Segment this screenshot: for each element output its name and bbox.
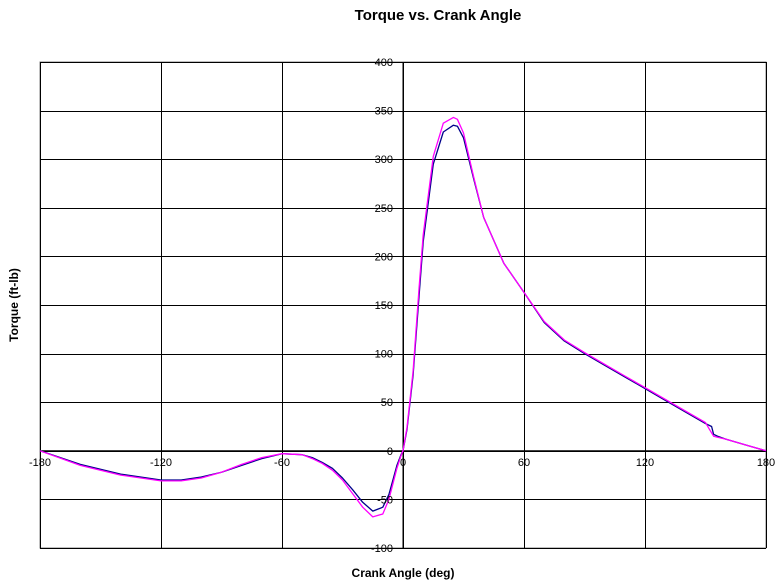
y-tick-label: 300 — [375, 154, 393, 166]
chart-title: Torque vs. Crank Angle — [355, 7, 522, 24]
y-tick-label: 150 — [375, 300, 393, 312]
y-axis-label: Torque (ft-lb) — [7, 268, 21, 342]
series-layer — [39, 116, 767, 518]
y-tick-label: 200 — [375, 251, 393, 263]
x-tick-label: 0 — [400, 457, 406, 469]
series-line-2 — [39, 116, 767, 518]
x-axis-label: Crank Angle (deg) — [352, 566, 455, 580]
y-tick-label: 250 — [375, 203, 393, 215]
y-tick-label: 400 — [375, 57, 393, 69]
y-tick-label: 50 — [381, 397, 393, 409]
y-tick-label: 100 — [375, 349, 393, 361]
y-tick-label: 350 — [375, 106, 393, 118]
y-tick-label: -100 — [371, 543, 393, 555]
x-tick-label: -120 — [150, 457, 172, 469]
y-tick-label: -50 — [377, 494, 393, 506]
x-tick-label: -60 — [274, 457, 290, 469]
y-tick-label: 0 — [387, 446, 393, 458]
grid-layer — [39, 61, 767, 549]
x-tick-label: 60 — [518, 457, 530, 469]
x-tick-label: 120 — [636, 457, 654, 469]
x-tick-label: -180 — [29, 457, 51, 469]
tick-layer: -180 -120 -60 0 60 120 180 -100 -50 0 50 100 150 200 2… — [29, 57, 775, 555]
x-tick-label: 180 — [757, 457, 775, 469]
